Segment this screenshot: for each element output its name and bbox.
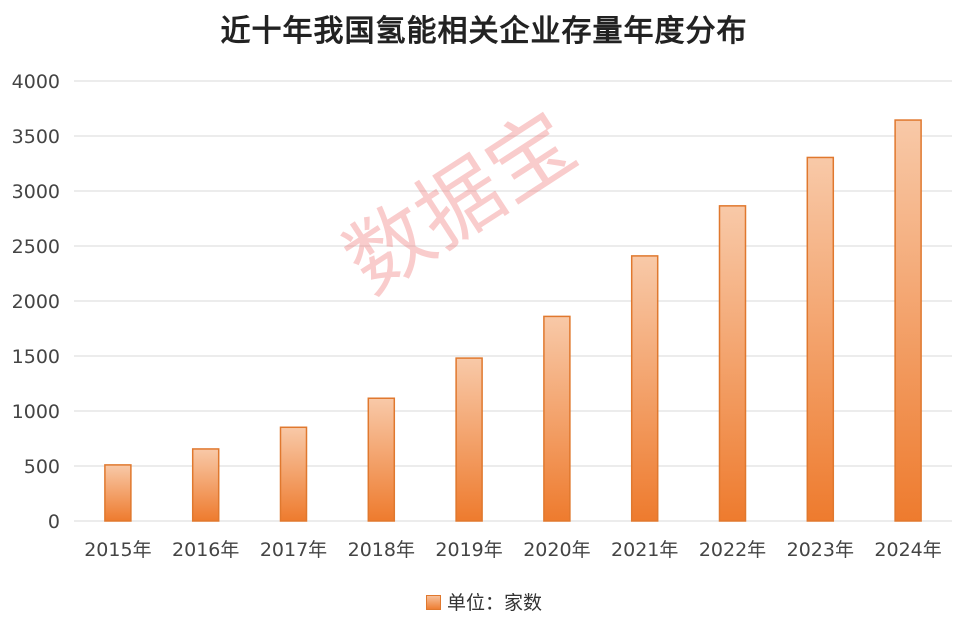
legend-swatch <box>425 595 441 610</box>
y-tick-label: 1000 <box>12 401 60 423</box>
y-tick-label: 4000 <box>12 71 60 93</box>
gridlines <box>74 80 952 522</box>
x-tick-label: 2017年 <box>260 539 327 561</box>
x-tick-label: 2024年 <box>874 539 941 561</box>
bar <box>104 464 132 522</box>
x-tick-label: 2021年 <box>611 539 678 561</box>
bar <box>543 315 571 522</box>
x-tick-label: 2023年 <box>787 539 854 561</box>
y-tick-label: 0 <box>48 511 60 533</box>
bar <box>894 119 922 522</box>
x-tick-label: 2015年 <box>84 539 151 561</box>
bar <box>718 205 747 522</box>
legend: 单位：家数 <box>0 588 968 615</box>
y-tick-label: 2500 <box>12 236 60 258</box>
bar <box>191 448 220 522</box>
y-tick-label: 500 <box>24 456 60 478</box>
x-tick-label: 2018年 <box>348 539 415 561</box>
bar <box>367 397 396 522</box>
bar <box>630 255 659 522</box>
chart-title: 近十年我国氢能相关企业存量年度分布 <box>220 14 748 49</box>
x-tick-label: 2022年 <box>699 539 766 561</box>
x-tick-label: 2020年 <box>523 539 590 561</box>
bar <box>806 156 835 522</box>
legend-label: 单位：家数 <box>446 592 542 614</box>
x-tick-label: 2019年 <box>435 539 502 561</box>
y-tick-label: 1500 <box>12 346 60 368</box>
x-axis-ticks: 2015年 2016年 2017年 2018年 2019年 2020年 2021年 2022年… <box>84 539 942 561</box>
y-axis-ticks: 0 500 1000 1500 2000 2500 3000 3500 4000 <box>12 71 60 533</box>
y-tick-label: 2000 <box>12 291 60 313</box>
y-tick-label: 3500 <box>12 126 60 148</box>
bars <box>104 119 922 522</box>
bar <box>279 426 308 522</box>
x-tick-label: 2016年 <box>172 539 239 561</box>
y-tick-label: 3000 <box>12 181 60 203</box>
bar <box>455 357 483 522</box>
